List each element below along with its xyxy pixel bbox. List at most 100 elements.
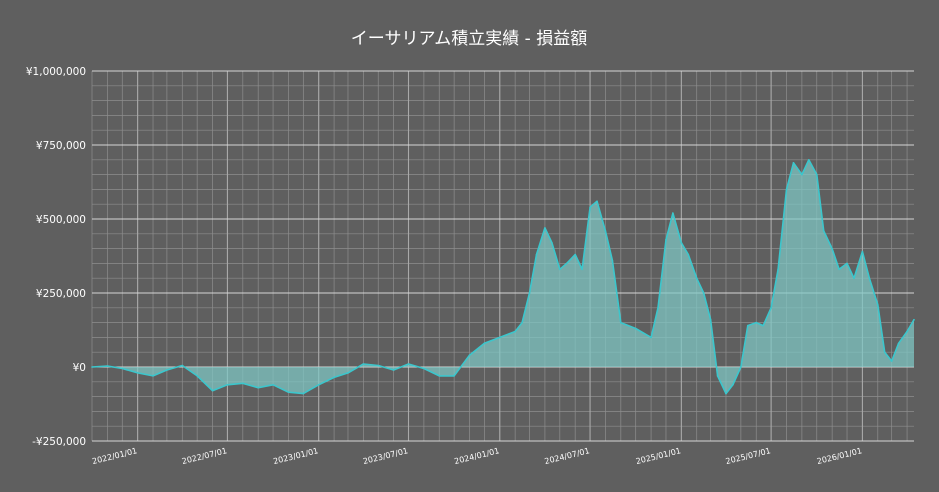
data-point [702, 292, 705, 294]
data-point [317, 383, 320, 386]
data-point [106, 365, 109, 367]
data-point [551, 241, 553, 244]
data-point [362, 363, 365, 365]
series-line [91, 159, 915, 395]
x-tick-label: 2026/01/01 [816, 446, 863, 466]
data-point [808, 159, 810, 161]
data-point [770, 307, 772, 309]
data-point [897, 342, 900, 345]
data-point [906, 330, 908, 333]
data-point [611, 259, 614, 262]
area-fill [92, 159, 914, 394]
x-tick-label: 2025/01/01 [635, 446, 682, 466]
y-tick-label: ¥0 [73, 362, 86, 374]
area-layer [91, 159, 915, 395]
data-point [136, 372, 139, 374]
y-tick-label: ¥250,000 [36, 288, 86, 300]
data-point [535, 253, 538, 256]
data-point [528, 292, 531, 294]
data-point [695, 277, 698, 280]
data-point [521, 321, 523, 324]
x-tick-label: 2023/07/01 [362, 446, 409, 466]
data-point [709, 318, 712, 321]
chart-title: イーサリアム積立実績 - 損益額 [351, 29, 587, 49]
data-point [181, 364, 184, 367]
data-point [407, 363, 410, 365]
data-point [544, 227, 546, 229]
data-point [634, 327, 637, 330]
data-point [423, 367, 425, 370]
data-point [883, 351, 886, 354]
data-point [574, 253, 576, 256]
data-point [333, 376, 335, 379]
data-point [650, 336, 652, 339]
data-point [438, 375, 441, 377]
data-point [272, 383, 274, 386]
data-point [725, 392, 727, 395]
data-point [868, 277, 871, 280]
points-layer [91, 159, 915, 395]
data-point [687, 253, 690, 256]
data-point [822, 230, 825, 232]
data-point [792, 161, 795, 164]
data-point [747, 324, 749, 327]
data-point [732, 383, 734, 386]
data-point [514, 330, 516, 333]
data-point [861, 250, 864, 253]
data-point [657, 307, 659, 309]
data-point [559, 268, 561, 271]
data-point [211, 389, 214, 392]
data-point [589, 206, 591, 208]
data-point [377, 364, 380, 367]
data-point [166, 369, 168, 371]
data-point [242, 382, 244, 385]
data-point [581, 268, 583, 271]
y-tick-label: ¥750,000 [36, 140, 86, 152]
data-point [831, 247, 833, 250]
y-tick-label: ¥1,000,000 [26, 66, 86, 78]
x-tick-label: 2023/01/01 [272, 446, 319, 466]
data-point [302, 392, 305, 395]
data-point [152, 375, 154, 377]
data-point [755, 321, 758, 324]
data-point [665, 238, 667, 241]
data-point [853, 277, 855, 280]
data-point [762, 324, 764, 327]
data-point [483, 342, 486, 345]
data-point [196, 375, 198, 377]
data-point [453, 375, 455, 377]
data-point [596, 200, 598, 203]
data-point [257, 386, 259, 389]
data-point [468, 354, 471, 356]
data-point [620, 321, 622, 324]
x-tick-label: 2025/07/01 [725, 446, 772, 466]
data-point [913, 318, 915, 321]
data-point [838, 268, 840, 271]
x-tick-label: 2024/07/01 [544, 446, 591, 466]
data-point [287, 391, 290, 393]
data-point [876, 304, 879, 306]
data-point [347, 372, 349, 374]
data-point [785, 188, 788, 191]
data-point [890, 360, 893, 362]
data-point [716, 375, 719, 377]
x-tick-label: 2022/01/01 [91, 446, 138, 466]
data-point [801, 173, 803, 176]
data-point [815, 173, 818, 176]
data-point [672, 212, 674, 214]
x-tick-label: 2022/07/01 [181, 446, 228, 466]
data-point [846, 262, 848, 265]
axis-labels: 2022/01/01 2022/07/01 2023/01/01 2023/07/01… [26, 66, 863, 466]
data-point [777, 268, 779, 271]
data-point [680, 241, 683, 244]
x-tick-label: 2024/01/01 [453, 446, 500, 466]
data-point [498, 336, 501, 339]
data-point [565, 262, 568, 265]
data-point [392, 369, 395, 371]
data-point [121, 367, 124, 370]
data-point [226, 383, 229, 386]
data-point [91, 366, 93, 368]
data-point [740, 366, 742, 368]
